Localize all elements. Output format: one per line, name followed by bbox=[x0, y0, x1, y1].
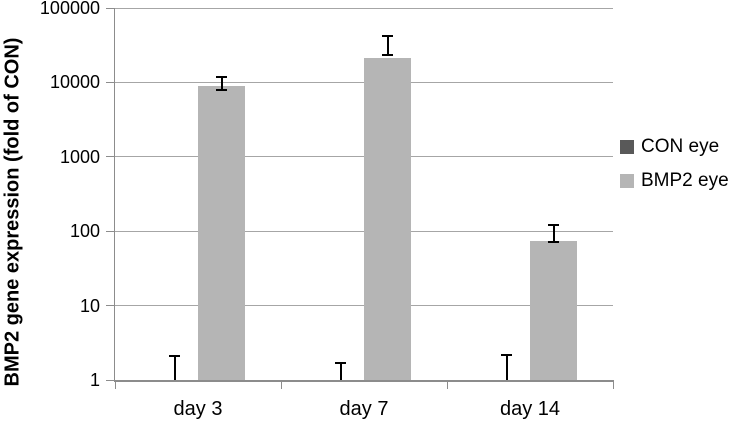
legend-swatch-bmp2-eye bbox=[620, 174, 634, 188]
y-tick-label: 100 bbox=[69, 221, 100, 242]
error-bar-cap-top bbox=[382, 35, 393, 38]
y-gridline bbox=[115, 379, 613, 382]
y-axis-tick bbox=[106, 81, 115, 83]
y-tick-label: 10 bbox=[79, 295, 100, 316]
y-axis-tick bbox=[106, 230, 115, 232]
x-axis-tick bbox=[612, 380, 614, 389]
legend-label-bmp2-eye: BMP2 eye bbox=[641, 170, 729, 191]
y-axis-line bbox=[114, 8, 115, 382]
x-category-label: day 7 bbox=[339, 398, 389, 420]
error-bar-cap-bottom bbox=[548, 240, 559, 243]
y-tick-label: 10000 bbox=[49, 72, 100, 93]
y-tick-label: 1 bbox=[89, 370, 100, 390]
x-category-label: day 14 bbox=[499, 398, 561, 420]
legend: CON eye BMP2 eye bbox=[620, 136, 729, 192]
legend-swatch-con-eye bbox=[620, 140, 634, 154]
bar-bmp2-eye bbox=[198, 85, 245, 380]
error-bar bbox=[552, 225, 555, 242]
error-bar bbox=[220, 76, 223, 90]
error-bar bbox=[386, 36, 389, 56]
error-bar bbox=[339, 362, 342, 380]
bar-bmp2-eye bbox=[530, 240, 577, 380]
x-axis-tick bbox=[446, 380, 448, 389]
error-bar-cap-top bbox=[501, 353, 512, 356]
y-tick-label: 1000 bbox=[59, 146, 100, 167]
y-axis-tick bbox=[106, 156, 115, 158]
y-axis-tick bbox=[106, 305, 115, 307]
x-axis-tick bbox=[114, 380, 116, 389]
error-bar-cap-top bbox=[216, 75, 227, 78]
y-tick-label: 100000 bbox=[39, 0, 100, 18]
legend-label-con-eye: CON eye bbox=[641, 136, 720, 157]
error-bar-cap-top bbox=[169, 355, 180, 358]
error-bar-cap-bottom bbox=[216, 88, 227, 91]
error-bar bbox=[505, 354, 508, 380]
bar-bmp2-eye bbox=[364, 58, 411, 380]
error-bar-cap-bottom bbox=[382, 54, 393, 57]
y-axis-tick bbox=[106, 379, 115, 381]
legend-item-con-eye: CON eye bbox=[620, 136, 729, 158]
error-bar-cap-top bbox=[335, 361, 346, 364]
x-category-label: day 3 bbox=[173, 398, 223, 420]
legend-item-bmp2-eye: BMP2 eye bbox=[620, 170, 729, 192]
y-axis-title: BMP2 gene expression (fold of CON) bbox=[1, 37, 24, 387]
y-gridline bbox=[115, 7, 613, 9]
error-bar-cap-top bbox=[548, 224, 559, 227]
x-axis-tick bbox=[280, 380, 282, 389]
y-axis-tick bbox=[106, 7, 115, 9]
error-bar bbox=[173, 356, 176, 380]
